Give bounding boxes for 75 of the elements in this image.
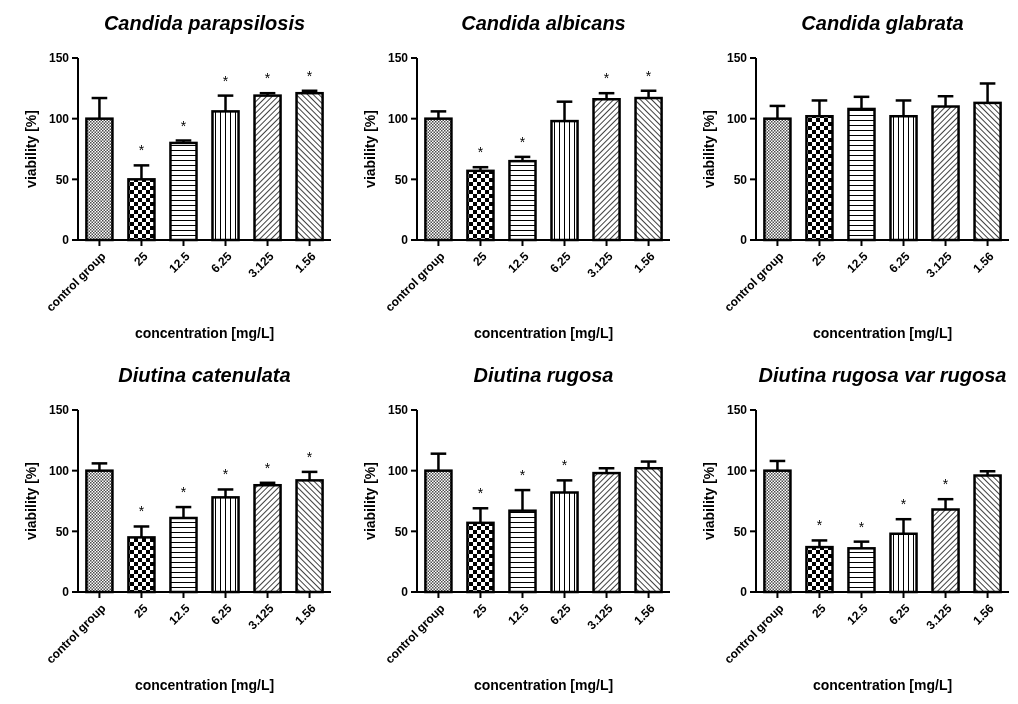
chart-title: Candida parapsilosis: [103, 12, 306, 34]
y-tick-label: 100: [387, 463, 409, 478]
y-tick-label: 150: [726, 403, 748, 418]
annotation: *: [180, 117, 187, 134]
annotation: *: [519, 467, 526, 484]
annotation: *: [264, 70, 271, 87]
y-axis-title: viability [%]: [362, 462, 378, 540]
y-tick-label: 50: [55, 172, 70, 187]
y-axis-title: viability [%]: [362, 110, 378, 188]
y-tick-label: 100: [48, 111, 70, 126]
annotation: *: [816, 517, 823, 534]
x-tick-label: 6.25: [886, 600, 913, 628]
y-tick-label: 0: [740, 585, 748, 600]
annotation: *: [645, 67, 652, 84]
y-tick-label: 0: [401, 233, 409, 248]
annotation: *: [858, 518, 865, 535]
x-axis-title: concentration [mg/L]: [473, 677, 614, 693]
annotation: *: [180, 484, 187, 501]
y-tick-label: 0: [62, 233, 70, 248]
annotation: *: [264, 459, 271, 476]
y-tick-label: 100: [726, 463, 748, 478]
y-tick-label: 150: [48, 403, 70, 418]
annotation: *: [138, 503, 145, 520]
chart-title: Candida albicans: [461, 12, 626, 34]
x-tick-label: 6.25: [208, 248, 235, 276]
y-axis-title: viability [%]: [23, 462, 39, 540]
x-tick-label: 6.25: [886, 248, 913, 276]
x-tick-label: 6.25: [547, 600, 574, 628]
x-tick-label: 25: [131, 600, 151, 621]
annotation: *: [222, 72, 229, 89]
y-axis-title: viability [%]: [701, 462, 717, 540]
x-tick-label: 25: [809, 600, 829, 621]
annotation: *: [306, 448, 313, 465]
annotation: *: [222, 466, 229, 483]
y-tick-label: 150: [48, 51, 70, 66]
y-tick-label: 50: [394, 172, 409, 187]
annotation: *: [900, 496, 907, 513]
annotation: *: [477, 485, 484, 502]
x-tick-label: 6.25: [547, 248, 574, 276]
annotation: *: [942, 476, 949, 493]
x-axis-title: concentration [mg/L]: [812, 677, 953, 693]
annotation: *: [603, 70, 610, 87]
y-tick-label: 0: [401, 585, 409, 600]
chart-title: Diutina catenulata: [118, 364, 291, 386]
y-tick-label: 150: [387, 51, 409, 66]
x-tick-label: 25: [131, 248, 151, 269]
annotation: *: [519, 133, 526, 150]
chart-title: Candida glabrata: [801, 12, 964, 34]
x-tick-label: 25: [470, 600, 490, 621]
x-axis-title: concentration [mg/L]: [473, 325, 614, 341]
y-tick-label: 100: [48, 463, 70, 478]
y-tick-label: 100: [726, 111, 748, 126]
x-tick-label: 6.25: [208, 600, 235, 628]
annotation: *: [561, 457, 568, 474]
annotation: *: [477, 144, 484, 161]
x-axis-title: concentration [mg/L]: [134, 325, 275, 341]
chart-title: Diutina rugosa: [473, 364, 614, 386]
y-tick-label: 150: [387, 403, 409, 418]
y-tick-label: 50: [733, 172, 748, 187]
y-tick-label: 100: [387, 111, 409, 126]
y-tick-label: 150: [726, 51, 748, 66]
chart-title: Diutina rugosa var rugosa: [758, 364, 1007, 386]
y-axis-title: viability [%]: [701, 110, 717, 188]
y-tick-label: 0: [62, 585, 70, 600]
x-axis-title: concentration [mg/L]: [812, 325, 953, 341]
y-tick-label: 50: [55, 524, 70, 539]
y-tick-label: 50: [733, 524, 748, 539]
y-axis-title: viability [%]: [23, 110, 39, 188]
y-tick-label: 50: [394, 524, 409, 539]
x-axis-title: concentration [mg/L]: [134, 677, 275, 693]
x-tick-label: 25: [470, 248, 490, 269]
annotation: *: [306, 67, 313, 84]
y-tick-label: 0: [740, 233, 748, 248]
x-tick-label: 25: [809, 248, 829, 269]
annotation: *: [138, 142, 145, 159]
